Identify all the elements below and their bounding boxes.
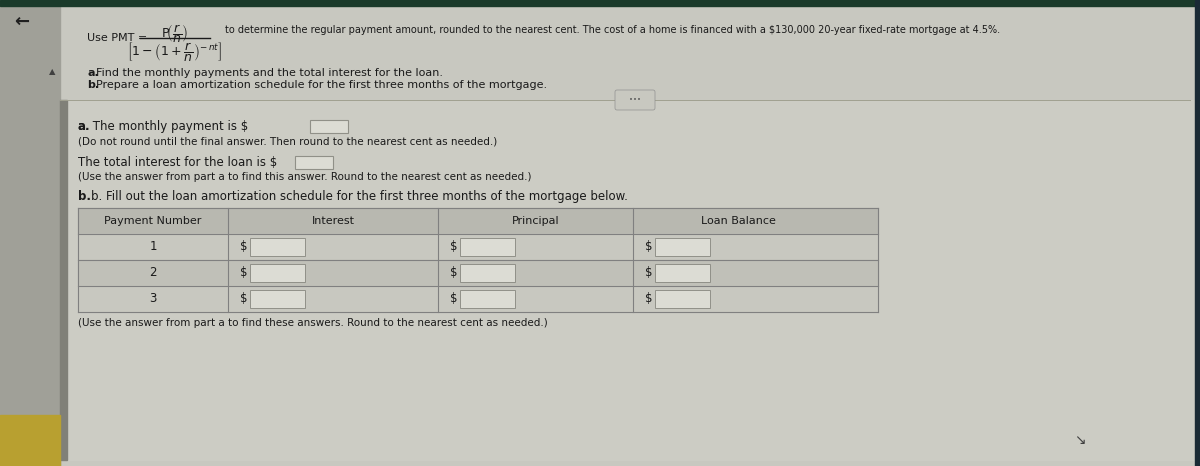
Text: $: $ bbox=[450, 240, 457, 254]
Bar bbox=[655, 290, 710, 308]
Text: 2: 2 bbox=[149, 267, 157, 280]
Text: Prepare a loan amortization schedule for the first three months of the mortgage.: Prepare a loan amortization schedule for… bbox=[96, 80, 547, 90]
Bar bbox=[460, 264, 515, 282]
Bar bbox=[295, 156, 334, 169]
Bar bbox=[250, 264, 305, 282]
Text: •••: ••• bbox=[629, 97, 641, 103]
Text: 3: 3 bbox=[149, 293, 157, 306]
Bar bbox=[60, 100, 1195, 460]
Text: $: $ bbox=[450, 267, 457, 280]
Text: $: $ bbox=[240, 240, 247, 254]
Text: (Use the answer from part a to find these answers. Round to the nearest cent as : (Use the answer from part a to find thes… bbox=[78, 318, 547, 328]
Text: (Do not round until the final answer. Then round to the nearest cent as needed.): (Do not round until the final answer. Th… bbox=[78, 136, 497, 146]
Text: b.: b. bbox=[88, 80, 100, 90]
Text: ←: ← bbox=[14, 13, 30, 31]
Text: b. Fill out the loan amortization schedule for the first three months of the mor: b. Fill out the loan amortization schedu… bbox=[91, 190, 628, 203]
Bar bbox=[460, 290, 515, 308]
Text: a.: a. bbox=[88, 68, 98, 78]
Text: Loan Balance: Loan Balance bbox=[701, 216, 775, 226]
Text: (Use the answer from part a to find this answer. Round to the nearest cent as ne: (Use the answer from part a to find this… bbox=[78, 172, 532, 182]
Text: $: $ bbox=[450, 293, 457, 306]
Bar bbox=[0, 0, 1200, 6]
Bar bbox=[78, 286, 878, 312]
Text: Find the monthly payments and the total interest for the loan.: Find the monthly payments and the total … bbox=[96, 68, 443, 78]
Bar bbox=[78, 208, 878, 234]
FancyBboxPatch shape bbox=[616, 90, 655, 110]
Text: a. The monthly payment is $: a. The monthly payment is $ bbox=[78, 120, 248, 133]
Bar bbox=[1195, 0, 1200, 466]
Text: $\mathrm{P}\!\left(\dfrac{r}{n}\right)$: $\mathrm{P}\!\left(\dfrac{r}{n}\right)$ bbox=[162, 22, 188, 45]
Text: ▲: ▲ bbox=[49, 68, 55, 76]
Bar bbox=[310, 120, 348, 133]
Text: $: $ bbox=[646, 293, 653, 306]
Text: $: $ bbox=[240, 267, 247, 280]
Bar bbox=[78, 260, 878, 286]
Bar bbox=[655, 238, 710, 256]
Bar bbox=[78, 234, 878, 260]
Text: Use PMT =: Use PMT = bbox=[88, 33, 148, 43]
Text: $: $ bbox=[646, 267, 653, 280]
Text: The total interest for the loan is $: The total interest for the loan is $ bbox=[78, 156, 277, 169]
Text: Payment Number: Payment Number bbox=[104, 216, 202, 226]
Text: ↘: ↘ bbox=[1074, 433, 1086, 447]
Text: Interest: Interest bbox=[312, 216, 354, 226]
Text: $\left[1-\left(1+\dfrac{r}{n}\right)^{\!-nt}\right]$: $\left[1-\left(1+\dfrac{r}{n}\right)^{\!… bbox=[127, 40, 223, 63]
Bar bbox=[250, 290, 305, 308]
Text: a.: a. bbox=[78, 120, 91, 133]
Bar bbox=[250, 238, 305, 256]
Bar bbox=[0, 6, 60, 466]
Bar bbox=[460, 238, 515, 256]
Text: Principal: Principal bbox=[511, 216, 559, 226]
Text: $: $ bbox=[646, 240, 653, 254]
Text: 1: 1 bbox=[149, 240, 157, 254]
Text: to determine the regular payment amount, rounded to the nearest cent. The cost o: to determine the regular payment amount,… bbox=[226, 25, 1000, 35]
Bar bbox=[60, 100, 67, 460]
Text: b.: b. bbox=[78, 190, 91, 203]
Text: $: $ bbox=[240, 293, 247, 306]
Bar bbox=[655, 264, 710, 282]
Bar bbox=[0, 415, 60, 466]
